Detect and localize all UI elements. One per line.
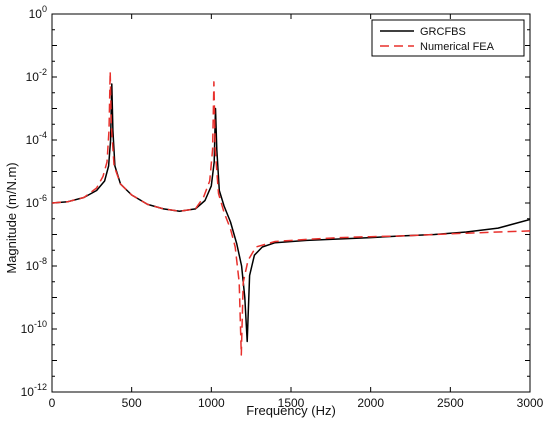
x-tick-label: 2000 — [357, 396, 384, 410]
x-tick-label: 0 — [49, 396, 56, 410]
y-tick-label-base: 10 — [26, 196, 40, 210]
y-tick-label-base: 10 — [26, 259, 40, 273]
x-tick-label: 500 — [122, 396, 142, 410]
x-tick-label: 1000 — [198, 396, 225, 410]
series-line-grcfbs — [52, 83, 530, 343]
legend-label: GRCFBS — [420, 26, 466, 38]
y-tick-label: 10-6 — [26, 193, 47, 210]
y-tick-label-base: 10 — [21, 385, 35, 399]
y-tick-label: 100 — [29, 4, 47, 21]
x-tick-label: 1500 — [278, 396, 305, 410]
plot-frame — [51, 13, 531, 393]
y-tick-label: 10-8 — [26, 256, 47, 273]
x-tick-label: 3000 — [517, 396, 544, 410]
y-tick-label-exponent: -2 — [39, 67, 47, 77]
y-tick-label-exponent: 0 — [42, 4, 47, 14]
plot-area: 0 500 1000 1500 2000 2500 300010010-210-410-61… — [21, 4, 544, 410]
x-axis-title: Frequency (Hz) — [246, 403, 336, 418]
y-tick-label-base: 10 — [21, 322, 35, 336]
y-tick-label-exponent: -8 — [39, 256, 47, 266]
series-lines — [52, 70, 530, 356]
y-tick-label-exponent: -10 — [34, 319, 47, 329]
y-tick-label: 10-2 — [26, 67, 47, 84]
y-tick-label: 10-4 — [26, 130, 47, 147]
y-axis-title-group: Magnitude (m/N.m) — [4, 162, 19, 273]
series-line-numerical-fea — [52, 70, 530, 356]
legend: GRCFBS Numerical FEA — [371, 19, 525, 57]
y-tick-label-base: 10 — [29, 7, 43, 21]
y-axis-title: Magnitude (m/N.m) — [4, 162, 19, 273]
y-tick-label-exponent: -4 — [39, 130, 47, 140]
legend-box — [371, 19, 525, 57]
y-tick-label: 10-10 — [21, 319, 47, 336]
y-tick-label-base: 10 — [26, 133, 40, 147]
y-tick-label-exponent: -6 — [39, 193, 47, 203]
x-tick-label: 2500 — [437, 396, 464, 410]
y-tick-label-exponent: -12 — [34, 382, 47, 392]
y-tick-label-base: 10 — [26, 70, 40, 84]
legend-label: Numerical FEA — [420, 41, 495, 53]
y-tick-label: 10-12 — [21, 382, 47, 399]
